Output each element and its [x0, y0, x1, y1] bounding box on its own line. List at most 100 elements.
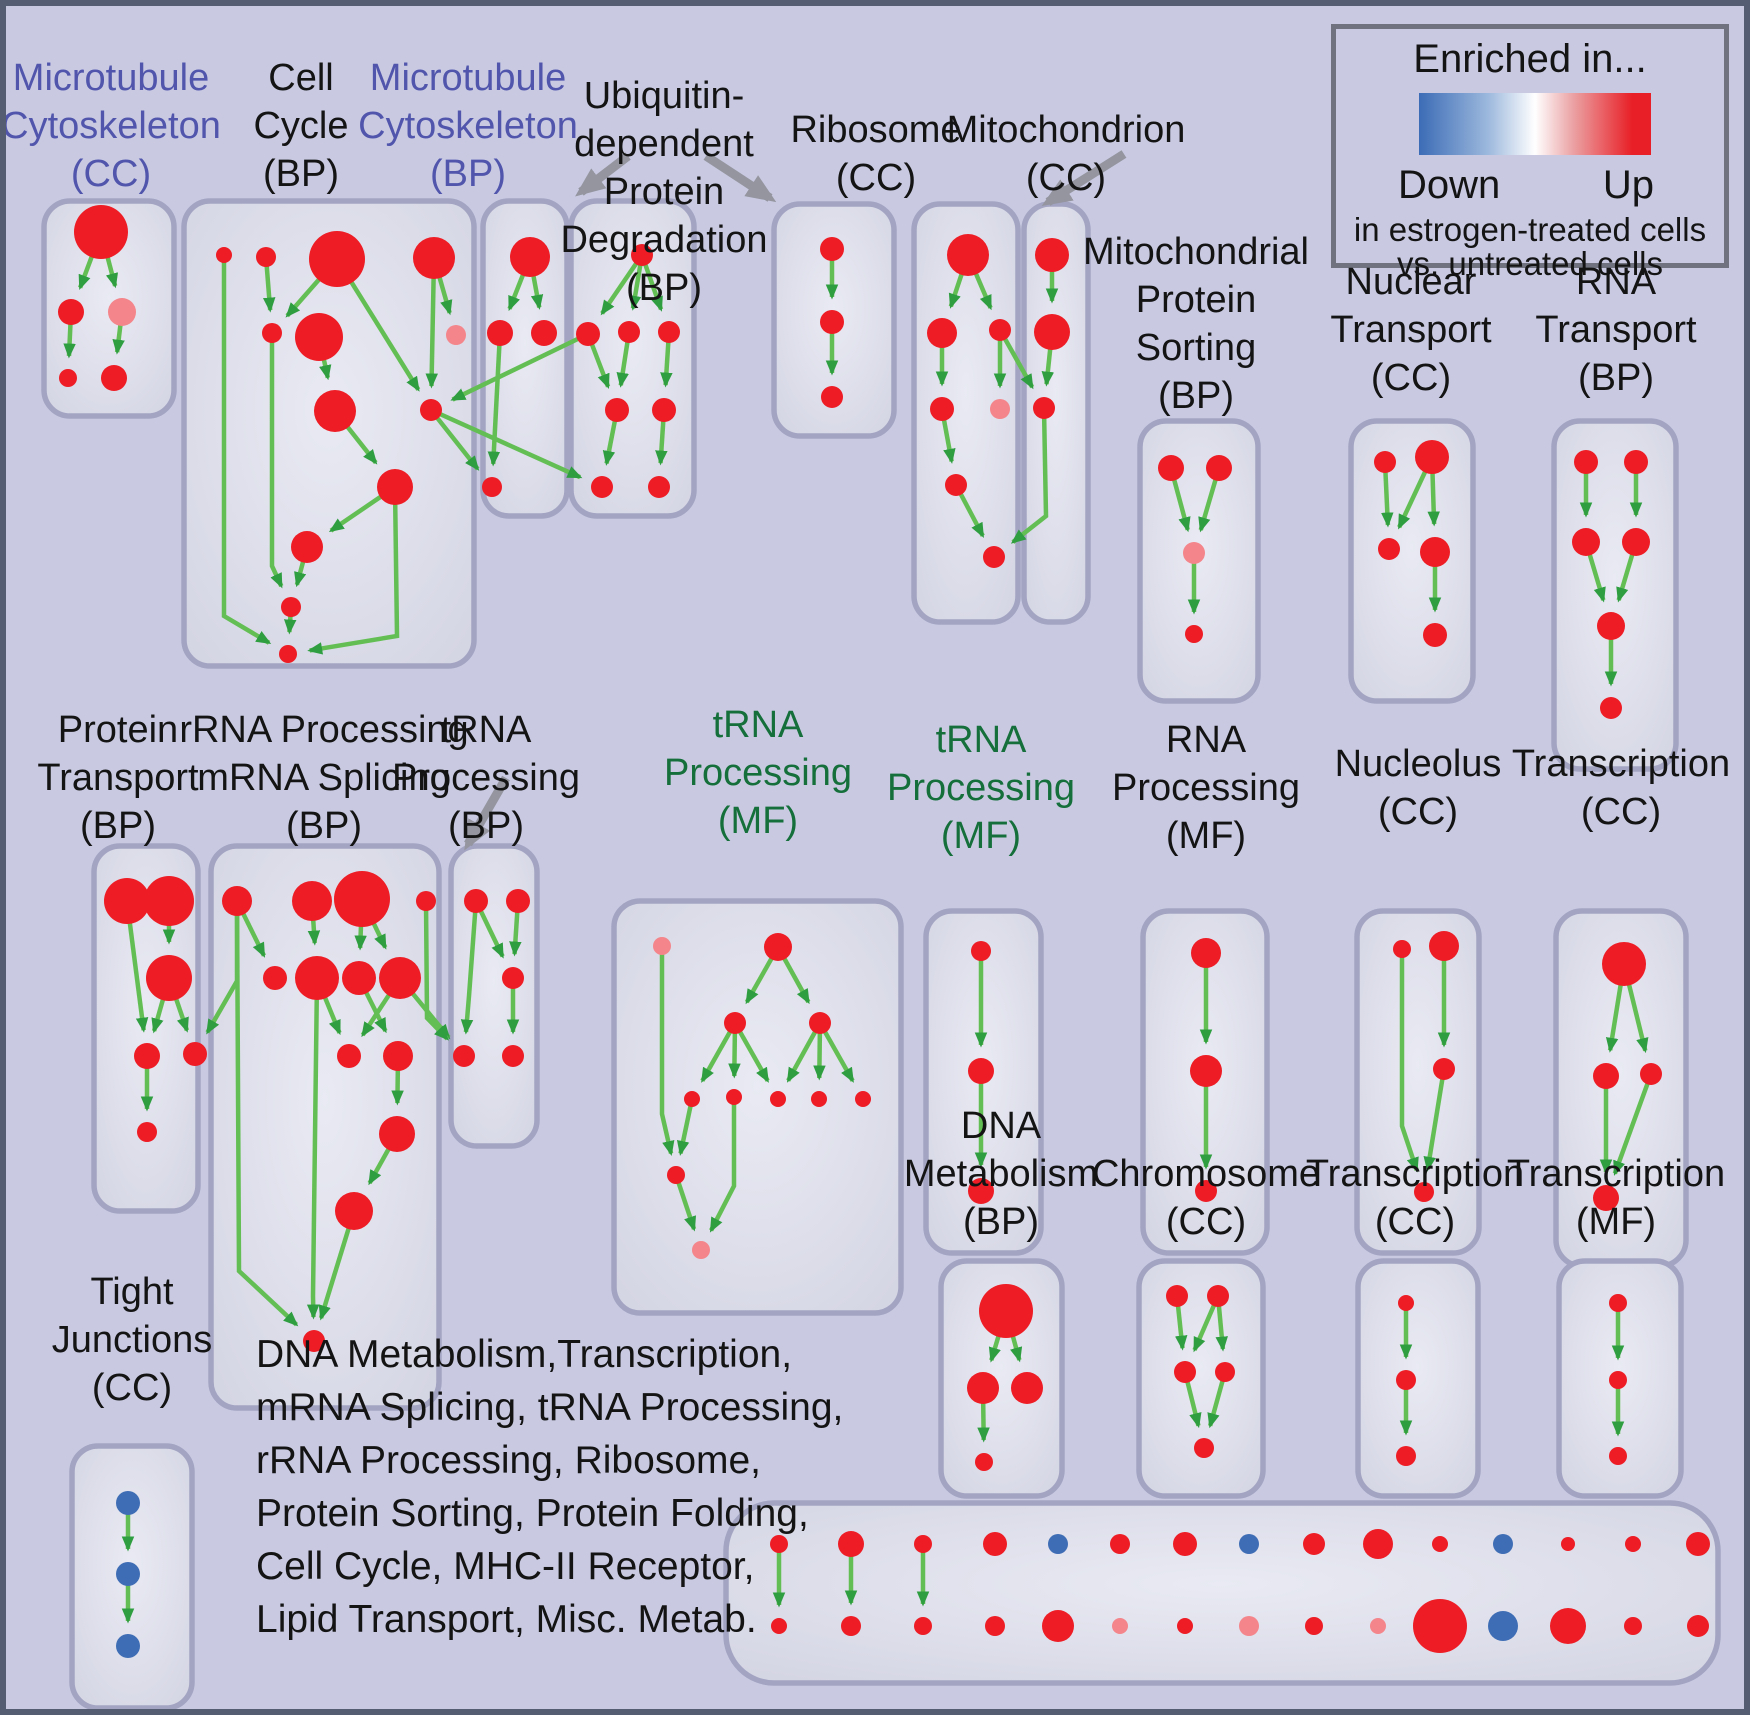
cluster-label-line: Tight: [90, 1271, 174, 1313]
cluster-label-line: Processing: [887, 767, 1075, 809]
label-pointer-arrow: [575, 152, 631, 197]
go-term-node-red: [482, 477, 502, 497]
go-term-node-red: [945, 474, 967, 496]
go-term-node-red: [335, 1192, 373, 1230]
go-term-node-red: [809, 1012, 831, 1034]
cluster-label-line: (BP): [429, 153, 506, 195]
cluster-label-line: Transport: [37, 757, 199, 799]
cluster-label-protein-transport-bp: Protein Transport (BP): [37, 706, 198, 850]
go-term-node-red: [968, 1058, 994, 1084]
label-pointer-arrow: [1041, 150, 1127, 207]
cluster-label-line: Mitochondrion: [946, 109, 1186, 151]
cluster-label-line: tRNA: [712, 704, 804, 746]
cluster-label-nucleolus-cc: Nucleolus (CC): [1335, 740, 1502, 836]
edge-arrow: [425, 257, 438, 389]
cluster-label-nuclear-transport-cc: Nuclear Transport (CC): [1330, 258, 1491, 402]
cluster-label-line: Cytoskeleton: [1, 105, 221, 147]
go-term-node-red: [1011, 1372, 1043, 1404]
go-term-node-red: [379, 957, 421, 999]
legend-up-label: Up: [1602, 163, 1654, 207]
go-term-node-red: [1158, 455, 1184, 481]
go-term-node-red: [770, 1091, 786, 1107]
go-term-node-pink: [1370, 1618, 1386, 1634]
cluster-box-microtubule-cytoskeleton-bp: [480, 198, 570, 519]
edge-arrow: [306, 977, 320, 1320]
go-term-node-red: [648, 476, 670, 498]
go-term-node-red: [1206, 455, 1232, 481]
go-term-node-red: [1602, 942, 1646, 986]
go-term-node-red: [1572, 528, 1600, 556]
go-term-node-red: [1033, 397, 1055, 419]
go-term-node-red: [658, 321, 680, 343]
cross-edge-arrow: [450, 331, 589, 402]
go-term-node-blue: [1488, 1611, 1518, 1641]
cluster-box-nuclear-transport-cc: [1348, 418, 1476, 704]
cluster-label-line: Cycle: [253, 105, 349, 147]
go-term-node-red: [770, 1535, 788, 1553]
go-term-node-red: [1110, 1534, 1130, 1554]
cluster-label-line: dependent: [574, 123, 754, 165]
cluster-label-transcription-mf: Transcription (MF): [1507, 1150, 1725, 1246]
cluster-label-line: Protein: [1135, 279, 1257, 321]
cluster-label-line: Transcription: [1511, 743, 1731, 785]
go-term-node-red: [841, 1616, 861, 1636]
cluster-box-chromosome-cc: [1136, 1258, 1266, 1499]
go-term-node-red: [771, 1618, 787, 1634]
cluster-label-microtubule-cytoskeleton-bp: Microtubule Cytoskeleton (BP): [358, 54, 578, 198]
cluster-label-transcription-cc-bottom: Transcription (CC): [1306, 1150, 1524, 1246]
go-term-node-red: [502, 1045, 524, 1067]
category-list-line: Lipid Transport, Misc. Metab.: [256, 1598, 757, 1641]
cluster-label-line: Protein: [603, 171, 725, 213]
legend-down-label: Down: [1398, 163, 1501, 207]
go-term-node-red: [1034, 314, 1070, 350]
edge-arrow: [700, 1021, 737, 1083]
go-term-node-red: [1609, 1371, 1627, 1389]
cluster-label-line: rRNA Processing: [179, 709, 469, 751]
go-term-node-red: [989, 319, 1011, 341]
go-term-node-blue: [116, 1562, 140, 1586]
label-pointer-arrow: [464, 775, 510, 851]
go-term-node-red: [1625, 1536, 1641, 1552]
go-term-node-pink: [1239, 1616, 1259, 1636]
go-term-node-red: [1550, 1608, 1586, 1644]
go-term-node-red: [74, 205, 128, 259]
go-term-node-red: [487, 320, 513, 346]
cluster-box-nucleolus-cc: [1354, 908, 1482, 1256]
edge-arrow: [659, 946, 675, 1156]
go-term-node-red: [1042, 1610, 1074, 1642]
category-list-line: DNA Metabolism,Transcription,: [256, 1333, 793, 1376]
cluster-label-line: (BP): [625, 267, 702, 309]
cluster-label-transcription-cc-mid: Transcription (CC): [1512, 740, 1730, 836]
cluster-label-line: Transcription: [1305, 1153, 1525, 1195]
go-term-node-pink: [446, 325, 466, 345]
cluster-label-chromosome-cc: Chromosome (CC): [1092, 1150, 1320, 1246]
go-term-node-red: [256, 247, 276, 267]
go-term-node-pink: [653, 937, 671, 955]
go-term-node-red: [947, 234, 989, 276]
go-term-node-red: [1561, 1537, 1575, 1551]
go-term-node-red: [1593, 1063, 1619, 1089]
edge-arrow: [673, 1174, 697, 1232]
go-term-node-red: [631, 244, 653, 266]
cluster-label-rna-transport-bp: RNA Transport (BP): [1535, 258, 1696, 402]
cluster-label-line: Protein: [57, 709, 179, 751]
go-term-node-red: [510, 237, 550, 277]
go-term-node-red: [383, 1041, 413, 1071]
edge-arrow: [221, 255, 272, 645]
cluster-label-line: (CC): [1374, 1201, 1456, 1243]
cluster-label-line: (BP): [1158, 375, 1234, 417]
cluster-label-line: Microtubule: [12, 57, 210, 99]
go-term-node-red: [914, 1617, 932, 1635]
go-term-node-red: [1420, 537, 1450, 567]
go-term-node-red: [667, 1166, 685, 1184]
go-term-node-red: [1207, 1285, 1229, 1307]
cluster-label-line: RNA: [1165, 719, 1247, 761]
edge-arrow: [307, 486, 400, 655]
go-term-node-red: [1185, 625, 1203, 643]
cluster-label-mitochondrial-protein-sorting-bp: Mitochondrial Protein Sorting (BP): [1083, 228, 1309, 420]
go-term-node-red: [1396, 1370, 1416, 1390]
cluster-label-line: Nuclear: [1345, 261, 1477, 303]
go-term-node-red: [291, 531, 323, 563]
go-term-node-red: [1190, 1055, 1222, 1087]
